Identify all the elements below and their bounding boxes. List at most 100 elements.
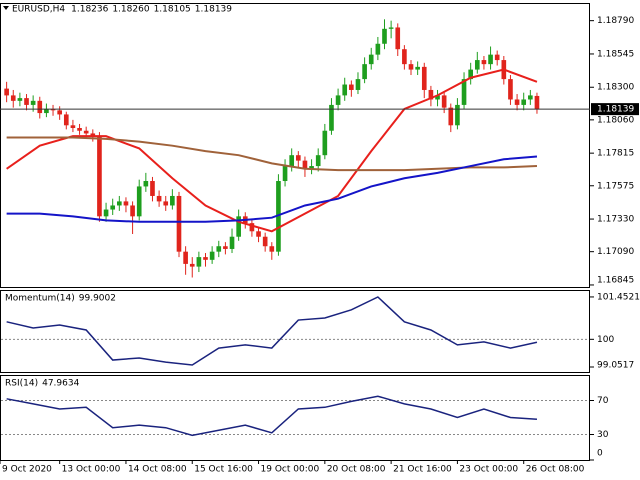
candle-body (514, 99, 520, 105)
candle-body (355, 79, 361, 90)
y-tick-label: 1.18300 (597, 83, 634, 93)
y-tick-label: 1.17575 (597, 181, 634, 191)
candle-body (90, 133, 96, 137)
candle-body (10, 95, 16, 101)
x-tick-label: 19 Oct 00:00 (261, 465, 320, 475)
candle-body (335, 95, 341, 105)
candle-body (494, 54, 500, 61)
indicator-value: 99.9002 (79, 294, 116, 304)
header-arrow[interactable] (3, 6, 9, 10)
candle-body (441, 95, 447, 108)
candle-body (189, 263, 195, 267)
candle-body (428, 89, 434, 100)
candle-body (216, 246, 222, 252)
candle-body (276, 181, 281, 252)
candle-body (136, 186, 142, 217)
candle-body (362, 64, 367, 80)
candle-body (448, 107, 454, 126)
candle-body (50, 108, 56, 111)
candle-body (349, 84, 354, 90)
y-tick-label: 100 (597, 335, 614, 345)
y-tick-label: 99.0517 (597, 361, 634, 371)
x-tick-label: 20 Oct 08:00 (327, 465, 386, 475)
candle-body (315, 155, 321, 167)
y-tick-label: 1.17815 (597, 149, 634, 159)
candle-body (17, 98, 23, 101)
current-price-box (591, 103, 639, 116)
candle-body (435, 95, 440, 100)
candle-body (4, 88, 9, 96)
candle-body (269, 246, 275, 252)
candle-body (461, 79, 467, 105)
candle-body (236, 216, 241, 237)
candle-body (474, 60, 480, 70)
panel-frame (0, 3, 590, 288)
candle-body (37, 100, 43, 114)
candle-body (415, 66, 420, 70)
candle-body (322, 130, 328, 156)
candle-body (123, 201, 129, 206)
y-tick-label: 0 (597, 449, 603, 459)
x-tick-label: 14 Oct 08:00 (128, 465, 187, 475)
candle-body (57, 110, 62, 115)
y-tick-label: 101.4521 (597, 292, 640, 302)
candle-body (289, 155, 295, 167)
candle-body (329, 104, 334, 131)
header-high: 1.18260 (112, 5, 149, 15)
candle-body (375, 43, 381, 55)
header-close: 1.18139 (195, 5, 232, 15)
candle-body (388, 27, 394, 29)
moving-average (6, 68, 538, 233)
y-tick-label: 1.16845 (597, 276, 634, 286)
candle-body (143, 181, 149, 187)
candle-body (468, 69, 473, 80)
candle-body (150, 181, 155, 196)
candle-body (70, 125, 76, 129)
candle-body (282, 166, 288, 182)
candle-body (176, 195, 182, 252)
candle-body (97, 136, 102, 217)
candle-body (130, 205, 135, 217)
x-tick-label: 15 Oct 16:00 (194, 465, 253, 475)
candle-body (223, 246, 228, 249)
x-tick-label: 21 Oct 16:00 (393, 465, 452, 475)
candle-body (117, 201, 122, 206)
candle-body (163, 201, 169, 206)
panel-frame (0, 375, 590, 461)
candle-body (262, 236, 268, 247)
indicator-line (6, 296, 538, 366)
indicator-title: Momentum(14) (5, 294, 75, 304)
candle-body (382, 28, 387, 44)
moving-average (6, 136, 538, 172)
candle-body (368, 54, 374, 65)
candle-body (421, 66, 427, 90)
x-tick-label: 26 Oct 08:00 (526, 465, 585, 475)
candle-body (256, 231, 261, 237)
x-tick-label: 23 Oct 00:00 (459, 465, 518, 475)
y-tick-label: 1.18060 (597, 115, 634, 125)
candle-body (77, 128, 82, 131)
candle-body (170, 195, 175, 206)
candle-body (481, 60, 487, 65)
candle-body (395, 27, 401, 50)
candle-body (156, 195, 162, 202)
candle-body (110, 205, 116, 210)
candle-body (209, 251, 215, 260)
candle-body (83, 130, 89, 134)
candle-body (508, 79, 513, 100)
candle-body (402, 49, 407, 65)
candle-body (229, 236, 235, 249)
candle-body (455, 104, 460, 126)
y-tick-label: 1.17330 (597, 215, 634, 225)
candle-body (528, 95, 533, 100)
candle-body (249, 223, 255, 232)
x-tick-label: 13 Oct 00:00 (62, 465, 121, 475)
candle-body (24, 98, 29, 105)
header-symbol: EURUSD,H4 (12, 5, 65, 15)
candle-body (103, 209, 109, 217)
candle-body (302, 160, 308, 169)
y-tick-label: 1.18790 (597, 16, 634, 26)
candle-body (534, 95, 540, 110)
candle-body (488, 54, 493, 65)
